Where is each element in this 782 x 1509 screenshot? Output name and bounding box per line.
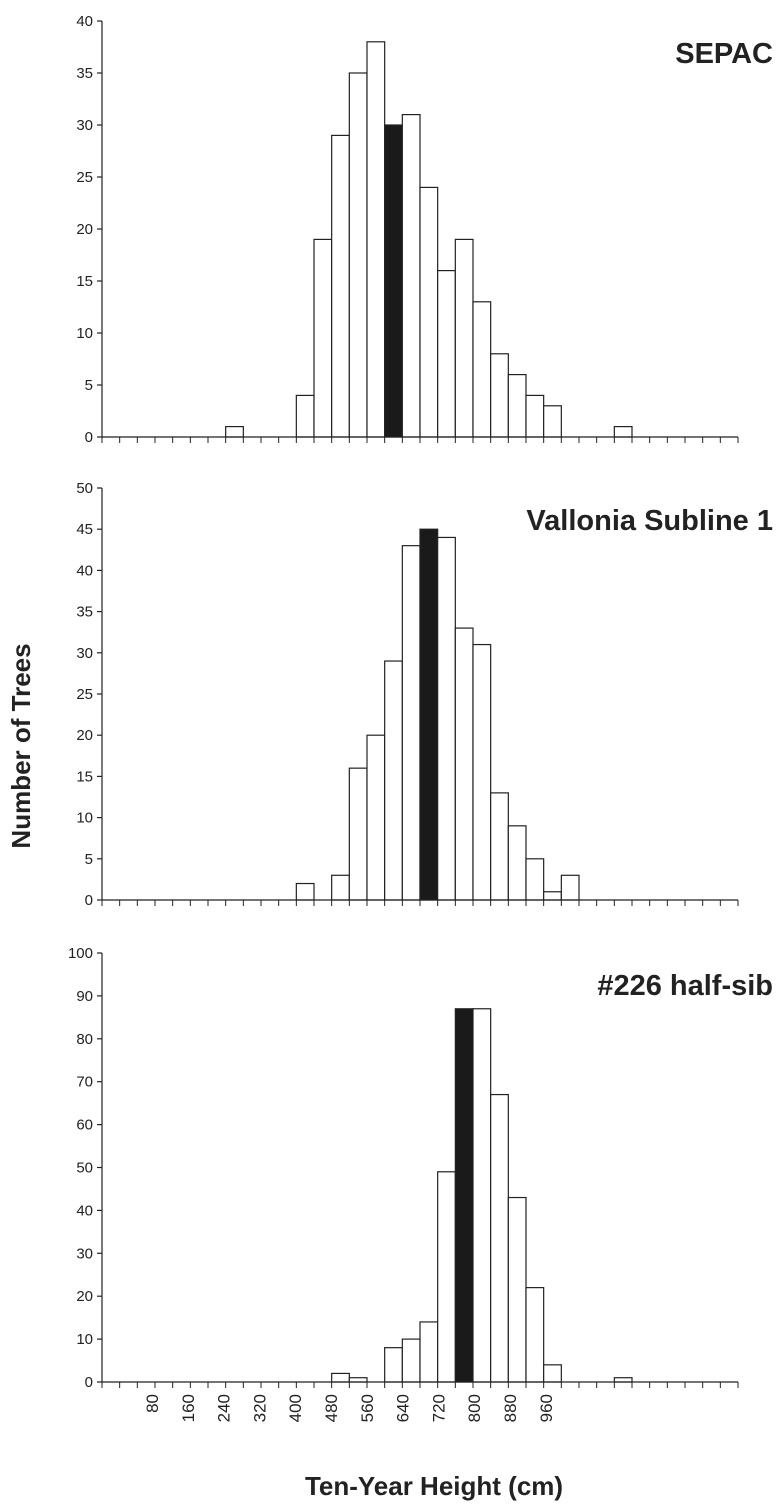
histogram-bar: [402, 546, 420, 900]
histogram-bar: [544, 1365, 562, 1382]
histogram-bar: [385, 661, 403, 900]
x-tick-label: 880: [501, 1394, 520, 1422]
y-tick-label: 40: [76, 13, 93, 30]
y-tick-label: 30: [76, 117, 93, 134]
x-tick-labels: 80 160 240 320 400 480 560 640 720 800 880 960: [143, 1394, 556, 1422]
y-tick-label: 25: [76, 169, 93, 186]
y-tick-label: 5: [85, 377, 93, 394]
y-tick-label: 50: [76, 480, 93, 497]
histogram-bar: [491, 354, 509, 437]
x-tick-label: 160: [179, 1394, 198, 1422]
histogram-bar: [473, 1009, 491, 1382]
y-tick-label: 30: [76, 1245, 93, 1262]
histogram-bar: [614, 427, 632, 437]
y-tick-label: 45: [76, 521, 93, 538]
highlight-bar: [420, 529, 438, 900]
x-tick-label: 480: [322, 1394, 341, 1422]
histogram-bar: [438, 537, 456, 900]
histogram-bar: [349, 73, 367, 437]
histogram-bar: [226, 427, 244, 437]
y-tick-label: 35: [76, 65, 93, 82]
histogram-bar: [349, 768, 367, 900]
x-tick-label: 80: [143, 1394, 162, 1413]
y-tick-label: 20: [76, 221, 93, 238]
histogram-bar: [385, 1348, 403, 1382]
y-tick-label: 0: [85, 1374, 93, 1391]
histogram-bar: [614, 1378, 632, 1382]
x-tick-label: 640: [394, 1394, 413, 1422]
x-tick-label: 400: [286, 1394, 305, 1422]
y-tick-label: 70: [76, 1074, 93, 1091]
histogram-panel-1: 0 5 10 15 20 25 30 35 40 SEPAC: [76, 13, 773, 446]
y-tick-label: 90: [76, 988, 93, 1005]
histogram-bar: [420, 187, 438, 437]
histogram-bar: [296, 395, 314, 437]
histogram-panel-3: 0 10 20 30 40 50 60 70 80 90 100 #226 half-sib: [68, 945, 773, 1391]
histogram-bar: [561, 875, 579, 900]
x-tick-label: 560: [358, 1394, 377, 1422]
histogram-panel-2: 0 5 10 15 20 25 30 35 40 45 50 Vallonia Subline 1: [76, 480, 773, 909]
y-tick-label: 25: [76, 686, 93, 703]
panel-title: Vallonia Subline 1: [526, 505, 773, 537]
histogram-bar: [420, 1322, 438, 1382]
panel-title: SEPAC: [675, 38, 773, 70]
histogram-bar: [296, 884, 314, 900]
histogram-bar: [491, 1095, 509, 1382]
y-tick-label: 40: [76, 1202, 93, 1219]
y-axis-title: Number of Trees: [6, 643, 36, 848]
histogram-bar: [508, 826, 526, 900]
y-tick-label: 10: [76, 325, 93, 342]
histogram-bar: [508, 1198, 526, 1382]
histogram-bar: [526, 859, 544, 900]
histogram-bar: [402, 1339, 420, 1382]
x-tick-label: 320: [250, 1394, 269, 1422]
y-tick-label: 30: [76, 645, 93, 662]
x-tick-label: 960: [537, 1394, 556, 1422]
y-tick-label: 5: [85, 851, 93, 868]
y-tick-label: 10: [76, 810, 93, 827]
panel-title: #226 half-sib: [597, 970, 773, 1002]
histogram-bar: [508, 375, 526, 437]
histogram-bar: [526, 395, 544, 437]
histogram-bar: [438, 271, 456, 437]
y-tick-label: 20: [76, 1288, 93, 1305]
y-tick-label: 0: [85, 429, 93, 446]
y-tick-label: 100: [68, 945, 93, 962]
y-tick-label: 80: [76, 1031, 93, 1048]
histogram-bar: [526, 1288, 544, 1382]
y-tick-label: 20: [76, 727, 93, 744]
histogram-bar: [332, 875, 350, 900]
histogram-bar: [349, 1378, 367, 1382]
histogram-bar: [491, 793, 509, 900]
x-tick-label: 240: [215, 1394, 234, 1422]
histogram-bar: [473, 302, 491, 437]
y-tick-label: 60: [76, 1117, 93, 1134]
histogram-bar: [367, 42, 385, 437]
x-axis-title: Ten-Year Height (cm): [305, 1471, 563, 1501]
y-tick-label: 50: [76, 1160, 93, 1177]
histogram-bar: [544, 892, 562, 900]
histogram-bar: [367, 735, 385, 900]
histogram-panels: 0 5 10 15 20 25 30 35 40 SEPAC 0 5 10 15 20 25 30 35 40 45 5…: [68, 13, 773, 1391]
histogram-bar: [455, 628, 473, 900]
histogram-bar: [314, 239, 332, 437]
y-tick-label: 10: [76, 1331, 93, 1348]
y-tick-label: 15: [76, 273, 93, 290]
x-tick-label: 720: [429, 1394, 448, 1422]
histogram-bar: [438, 1172, 456, 1382]
histogram-bar: [332, 1373, 350, 1382]
histogram-bar: [455, 239, 473, 437]
y-tick-label: 40: [76, 562, 93, 579]
histogram-bar: [332, 135, 350, 437]
histogram-bar: [473, 645, 491, 900]
y-tick-label: 0: [85, 892, 93, 909]
histogram-bar: [402, 115, 420, 437]
y-tick-label: 15: [76, 768, 93, 785]
y-tick-label: 35: [76, 604, 93, 621]
x-tick-label: 800: [465, 1394, 484, 1422]
histogram-bar: [544, 406, 562, 437]
highlight-bar: [455, 1009, 473, 1382]
highlight-bar: [385, 125, 403, 437]
